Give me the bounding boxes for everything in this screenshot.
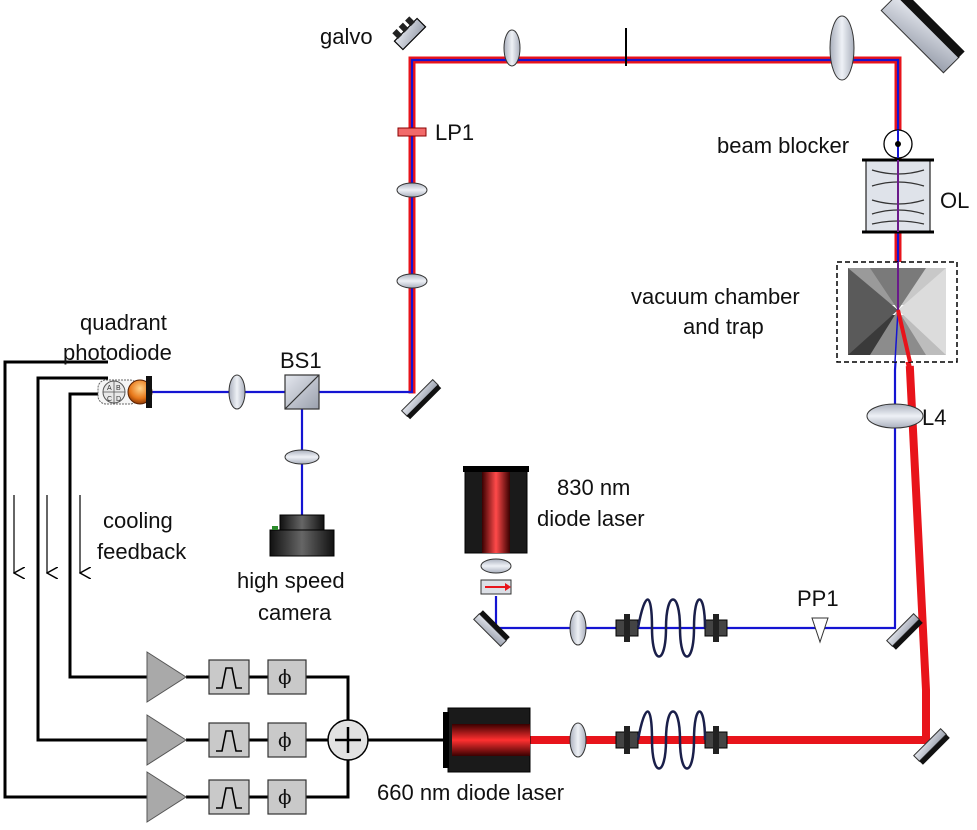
lens-icon: [569, 722, 587, 758]
camera-label-line1: high speed: [237, 568, 345, 593]
beam-splitter-icon: [284, 374, 320, 410]
pp1-prism-icon: [811, 617, 829, 644]
lp1-filter-icon: [397, 127, 427, 137]
lens-icon: [480, 558, 512, 574]
mirror-icon: [473, 610, 510, 647]
feedback-wire-middle: [36, 376, 147, 742]
feedback-wire-outer: [3, 360, 147, 799]
camera-label-line2: camera: [258, 600, 332, 625]
phase-symbol: ϕ: [278, 665, 292, 689]
lens-icon: [396, 273, 428, 289]
bs1-label: BS1: [280, 348, 322, 373]
vacuum-chamber-label-line1: vacuum chamber: [631, 284, 800, 309]
laser-660-label: 660 nm diode laser: [377, 780, 564, 805]
high-speed-camera-icon: [269, 514, 335, 557]
l4-label: L4: [922, 405, 946, 430]
pp1-label: PP1: [797, 586, 839, 611]
phase-shifter-icon: [267, 779, 307, 815]
lp1-label: LP1: [435, 120, 474, 145]
quadrant-photodiode-icon: A B C D: [97, 376, 153, 408]
bandpass-filter-icon: [208, 779, 250, 815]
galvo-mirror-icon: [392, 16, 427, 51]
fiber-coil-icon: [615, 710, 728, 770]
feedback-electronics: ϕ ϕ ϕ: [146, 651, 369, 823]
mirror-icon: [886, 613, 923, 650]
quadrant-photodiode-label-line1: quadrant: [80, 310, 167, 335]
laser-830-label-line2: diode laser: [537, 506, 645, 531]
quadrant-letter-b: B: [116, 385, 121, 392]
quadrant-photodiode-label-line2: photodiode: [63, 340, 172, 365]
lens-icon: [228, 374, 246, 410]
amplifier-triangle-icon: [146, 771, 187, 823]
objective-lens-icon: [862, 158, 934, 234]
labels: galvo LP1 beam blocker OL vacuum chamber…: [63, 24, 969, 805]
beam-660nm: [408, 56, 930, 744]
vacuum-chamber-icon: [836, 261, 958, 363]
lens-icon: [396, 182, 428, 198]
bandpass-filter-icon: [208, 722, 250, 758]
ol-label: OL: [940, 188, 969, 213]
fiber-coil-icon: [615, 598, 728, 658]
mirror-icon: [880, 0, 965, 74]
phase-symbol: ϕ: [278, 785, 292, 809]
phase-shifter-icon: [267, 722, 307, 758]
beam-blocker-label: beam blocker: [717, 133, 849, 158]
vacuum-chamber-label-line2: and trap: [683, 314, 764, 339]
quadrant-letter-c: C: [107, 396, 112, 403]
laser-830-label-line1: 830 nm: [557, 475, 630, 500]
quadrant-letter-d: D: [116, 396, 121, 403]
lens-icon: [829, 15, 855, 81]
bandpass-filter-icon: [208, 659, 250, 695]
cooling-feedback-label-line1: cooling: [103, 508, 173, 533]
amplifier-triangle-icon: [146, 651, 187, 703]
lens-icon: [569, 610, 587, 646]
feedback-arrows: [14, 495, 80, 573]
phase-shifter-icon: [267, 659, 307, 695]
feedback-wire-inner: [68, 392, 147, 679]
summing-junction-icon: [327, 719, 369, 761]
mirror-icon: [400, 378, 442, 420]
l4-lens-icon: [866, 403, 924, 429]
feedback-wiring: [3, 360, 444, 799]
beam-blocker-icon: [883, 129, 913, 159]
mirror-icon: [913, 728, 950, 765]
galvo-label: galvo: [320, 24, 373, 49]
amplifier-triangle-icon: [146, 714, 187, 766]
cooling-feedback-label-line2: feedback: [97, 539, 187, 564]
isolator-icon: [480, 579, 512, 595]
phase-symbol: ϕ: [278, 728, 292, 752]
lens-icon: [284, 449, 320, 465]
laser-830nm-icon: [463, 466, 529, 554]
laser-660nm-icon: [443, 707, 531, 773]
quadrant-letter-a: A: [107, 385, 112, 392]
lens-icon: [503, 29, 521, 67]
